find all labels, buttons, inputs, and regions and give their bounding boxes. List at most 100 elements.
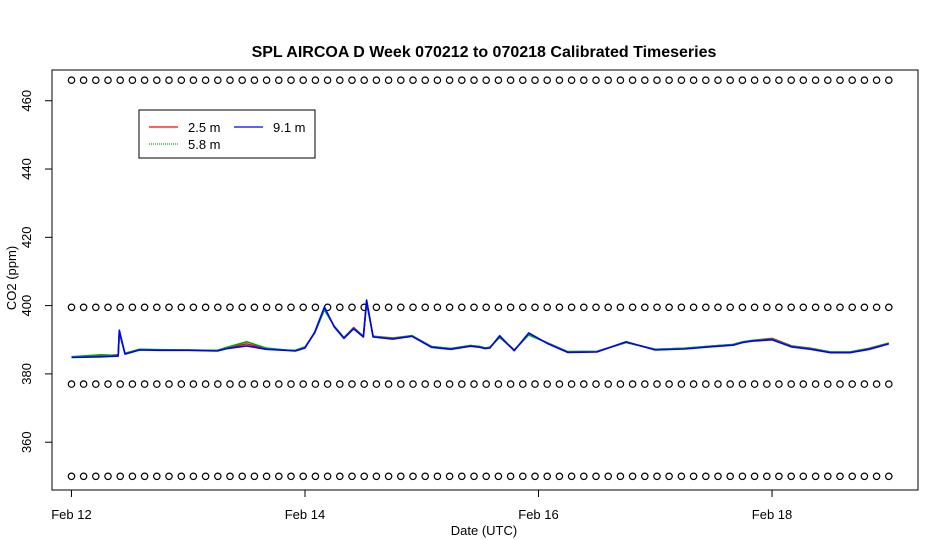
marker-point — [409, 76, 417, 85]
legend: 2.5 m 5.8 m 9.1 m — [138, 109, 316, 159]
marker-point — [384, 303, 393, 312]
marker-point — [250, 76, 259, 85]
marker-point — [470, 303, 478, 312]
marker-point — [506, 380, 515, 388]
chart-title: SPL AIRCOA D Week 070212 to 070218 Calib… — [252, 44, 717, 61]
marker-point — [79, 303, 88, 312]
marker-point — [238, 380, 247, 388]
marker-point — [335, 76, 344, 85]
marker-point — [616, 472, 625, 481]
marker-point — [470, 380, 478, 388]
marker-point — [396, 380, 405, 388]
marker-point — [177, 380, 186, 388]
marker-point — [884, 303, 893, 312]
marker-point — [775, 472, 783, 481]
plot-frame — [51, 69, 919, 491]
marker-point — [701, 380, 710, 388]
marker-point — [738, 472, 747, 481]
marker-point — [79, 380, 88, 388]
marker-point — [104, 76, 112, 85]
marker-point — [714, 472, 722, 481]
marker-point — [457, 303, 466, 312]
marker-point — [384, 472, 393, 481]
marker-point — [518, 472, 527, 481]
marker-point — [67, 303, 76, 312]
marker-point — [128, 472, 137, 481]
marker-point — [701, 472, 710, 481]
marker-point — [92, 76, 100, 85]
marker-point — [165, 472, 173, 481]
marker-point — [433, 76, 442, 85]
marker-point — [177, 76, 186, 85]
marker-point — [274, 380, 283, 388]
marker-point — [750, 303, 759, 312]
marker-point — [92, 380, 100, 388]
marker-point — [506, 303, 515, 312]
marker-point — [506, 76, 515, 85]
marker-point — [494, 380, 503, 388]
marker-point — [665, 303, 673, 312]
marker-point — [555, 303, 564, 312]
marker-series — [67, 76, 893, 481]
marker-point — [409, 380, 417, 388]
marker-point — [811, 380, 820, 388]
marker-point — [872, 76, 881, 85]
marker-point — [396, 76, 405, 85]
marker-point — [482, 472, 491, 481]
marker-point — [494, 472, 503, 481]
marker-point — [848, 303, 857, 312]
marker-point — [604, 380, 613, 388]
marker-point — [250, 472, 259, 481]
marker-point — [92, 472, 100, 481]
marker-point — [689, 380, 698, 388]
marker-point — [799, 76, 808, 85]
marker-point — [214, 76, 222, 85]
marker-point — [128, 76, 137, 85]
marker-point — [872, 303, 881, 312]
marker-point — [323, 380, 332, 388]
marker-point — [665, 472, 673, 481]
marker-point — [750, 472, 759, 481]
marker-point — [518, 380, 527, 388]
marker-point — [665, 380, 673, 388]
marker-point — [153, 303, 161, 312]
marker-point — [823, 76, 832, 85]
y-tick-label: 400 — [19, 295, 34, 317]
marker-point — [823, 303, 832, 312]
marker-point — [433, 472, 442, 481]
marker-point — [775, 380, 783, 388]
marker-point — [360, 380, 369, 388]
marker-point — [604, 472, 613, 481]
marker-point — [689, 472, 698, 481]
marker-point — [628, 472, 637, 481]
marker-point — [604, 76, 613, 85]
legend-label-5-8m: 5.8 m — [188, 137, 221, 152]
y-tick-label: 380 — [19, 363, 34, 385]
marker-point — [262, 380, 271, 388]
marker-point — [799, 380, 808, 388]
marker-point — [836, 380, 844, 388]
marker-point — [116, 303, 125, 312]
marker-point — [311, 380, 320, 388]
marker-point — [518, 76, 527, 85]
marker-point — [165, 380, 173, 388]
marker-point — [79, 76, 88, 85]
marker-point — [433, 303, 442, 312]
marker-point — [189, 472, 198, 481]
marker-point — [714, 303, 722, 312]
marker-point — [531, 76, 539, 85]
x-axis: Feb 12 Feb 14 Feb 16 Feb 18 — [51, 490, 792, 522]
marker-point — [494, 76, 503, 85]
marker-point — [738, 303, 747, 312]
marker-point — [567, 472, 576, 481]
marker-point — [335, 472, 344, 481]
marker-point — [836, 76, 844, 85]
marker-point — [482, 303, 491, 312]
marker-point — [153, 472, 161, 481]
marker-point — [653, 303, 661, 312]
marker-point — [811, 76, 820, 85]
marker-point — [287, 380, 295, 388]
marker-point — [262, 303, 271, 312]
marker-point — [555, 76, 564, 85]
marker-point — [360, 472, 369, 481]
